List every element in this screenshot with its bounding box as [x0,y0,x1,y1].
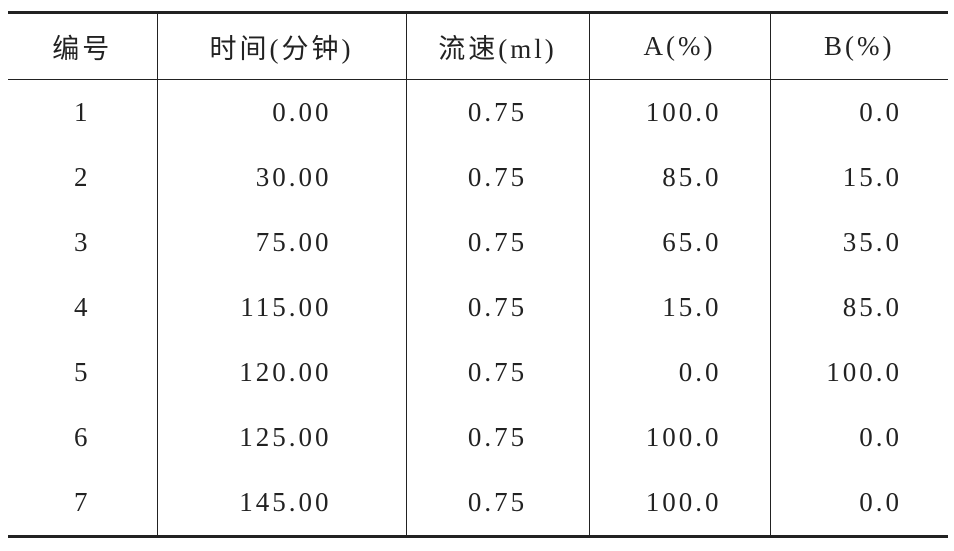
table-cell: 5 [74,357,91,387]
table-cell: 100.0 [588,405,770,470]
header-cell: B(%) [769,12,948,80]
table-cell: 0.75 [405,275,589,340]
table-cell: 120.00 [156,340,406,405]
table-cell: 0.0 [769,470,948,537]
table-cell: 0.0 [769,79,948,145]
table-cell: 35.0 [769,210,948,275]
table-row: 6 125.00 0.75 100.0 0.0 [8,405,948,470]
table-cell: 0.75 [405,470,589,537]
table-cell: 100.0 [588,79,770,145]
table-cell: 0.75 [405,79,589,145]
table-cell: 85.0 [769,275,948,340]
header-cell: 流速(ml) [405,12,589,80]
table-row: 2 30.00 0.75 85.0 15.0 [8,145,948,210]
table-cell: 6 [74,422,91,452]
table-cell: 125.00 [156,405,406,470]
table-cell: 100.0 [588,470,770,537]
table-cell: 1 [74,97,91,127]
table-cell: 0.75 [405,210,589,275]
table-cell: 65.0 [588,210,770,275]
table-cell: 30.00 [156,145,406,210]
table-row: 4 115.00 0.75 15.0 85.0 [8,275,948,340]
table-cell: 85.0 [588,145,770,210]
table-row: 5 120.00 0.75 0.0 100.0 [8,340,948,405]
header-cell: 时间(分钟) [156,12,406,80]
table-cell: 0.75 [405,145,589,210]
gradient-table: 编号 时间(分钟) 流速(ml) A(%) B(%) 1 0.00 0.75 100.0 0.0… [8,11,948,538]
table-cell: 3 [74,227,91,257]
table-body: 1 0.00 0.75 100.0 0.0 2 30.00 0.75 85.0 15.0 3 75.0… [8,79,948,537]
table-row: 1 0.00 0.75 100.0 0.0 [8,79,948,145]
table-cell: 115.00 [156,275,406,340]
table-cell: 0.75 [405,340,589,405]
table-cell: 0.00 [156,79,406,145]
table-cell: 145.00 [156,470,406,537]
header-cell: 编号 [8,12,157,80]
table-cell: 0.0 [769,405,948,470]
table-cell: 4 [74,292,91,322]
header-cell: A(%) [588,12,770,80]
table-cell: 15.0 [588,275,770,340]
table-cell: 0.75 [405,405,589,470]
table-cell: 2 [74,162,91,192]
table-cell: 0.0 [588,340,770,405]
table-cell: 7 [74,487,91,517]
header-row: 编号 时间(分钟) 流速(ml) A(%) B(%) [8,12,948,80]
table-cell: 100.0 [769,340,948,405]
table-cell: 15.0 [769,145,948,210]
table-cell: 75.00 [156,210,406,275]
table-row: 7 145.00 0.75 100.0 0.0 [8,470,948,537]
table-row: 3 75.00 0.75 65.0 35.0 [8,210,948,275]
